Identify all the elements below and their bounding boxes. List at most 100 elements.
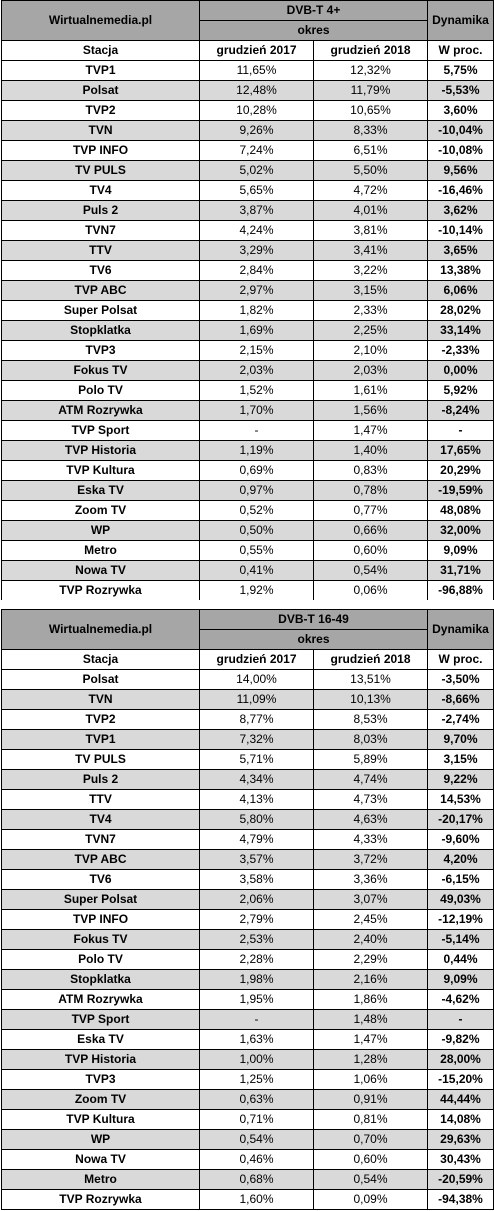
change-pct-cell: - bbox=[427, 420, 494, 441]
value-2017-cell: 0,55% bbox=[199, 540, 314, 561]
table-row: Stopklatka 1,98% 2,16% 9,09% bbox=[1, 969, 494, 990]
change-pct-cell: -96,88% bbox=[427, 580, 494, 601]
change-label: Dynamika bbox=[427, 609, 494, 650]
change-pct-cell: -2,33% bbox=[427, 340, 494, 361]
header-row-group: Wirtualnemedia.pl DVB-T 16-49 Dynamika bbox=[1, 609, 494, 650]
table-row: TVP Historia 1,19% 1,40% 17,65% bbox=[1, 440, 494, 461]
station-cell: TVP Sport bbox=[1, 420, 200, 441]
value-2018-cell: 12,32% bbox=[313, 60, 428, 81]
table-row: TTV 4,13% 4,73% 14,53% bbox=[1, 789, 494, 810]
station-cell: TVP1 bbox=[1, 729, 200, 750]
value-2017-cell: 2,03% bbox=[199, 360, 314, 381]
change-pct-cell: -20,59% bbox=[427, 1169, 494, 1190]
column-header-pct: W proc. bbox=[427, 649, 494, 670]
column-header-2017: grudzień 2017 bbox=[199, 649, 314, 670]
value-2018-cell: 8,53% bbox=[313, 709, 428, 730]
change-pct-cell: -8,24% bbox=[427, 400, 494, 421]
table-dvbt-4plus: Wirtualnemedia.pl DVB-T 4+ Dynamika okre… bbox=[1, 0, 494, 601]
station-cell: TVP1 bbox=[1, 60, 200, 81]
change-pct-cell: -8,66% bbox=[427, 689, 494, 710]
value-2017-cell: 0,50% bbox=[199, 520, 314, 541]
value-2017-cell: 0,69% bbox=[199, 460, 314, 481]
station-cell: TVP Historia bbox=[1, 1049, 200, 1070]
value-2018-cell: 1,47% bbox=[313, 420, 428, 441]
change-pct-cell: -20,17% bbox=[427, 809, 494, 830]
value-2017-cell: 3,87% bbox=[199, 200, 314, 221]
value-2018-cell: 1,86% bbox=[313, 989, 428, 1010]
table-row: Nowa TV 0,41% 0,54% 31,71% bbox=[1, 560, 494, 581]
value-2018-cell: 3,36% bbox=[313, 869, 428, 890]
change-pct-cell: -10,08% bbox=[427, 140, 494, 161]
table-row: TVN 11,09% 10,13% -8,66% bbox=[1, 689, 494, 710]
value-2017-cell: 2,06% bbox=[199, 889, 314, 910]
table-row: Eska TV 1,63% 1,47% -9,82% bbox=[1, 1029, 494, 1050]
change-pct-cell: 0,44% bbox=[427, 949, 494, 970]
change-pct-cell: 5,92% bbox=[427, 380, 494, 401]
station-cell: TV6 bbox=[1, 260, 200, 281]
table-row: TVP Kultura 0,69% 0,83% 20,29% bbox=[1, 460, 494, 481]
value-2017-cell: 12,48% bbox=[199, 80, 314, 101]
value-2017-cell: 1,92% bbox=[199, 580, 314, 601]
change-pct-cell: 9,22% bbox=[427, 769, 494, 790]
station-cell: TVP INFO bbox=[1, 140, 200, 161]
value-2017-cell: 2,97% bbox=[199, 280, 314, 301]
table-row: Metro 0,68% 0,54% -20,59% bbox=[1, 1169, 494, 1190]
station-cell: TVP Sport bbox=[1, 1009, 200, 1030]
change-pct-cell: -4,62% bbox=[427, 989, 494, 1010]
value-2017-cell: 2,79% bbox=[199, 909, 314, 930]
table-row: TV PULS 5,02% 5,50% 9,56% bbox=[1, 160, 494, 181]
value-2017-cell: 10,28% bbox=[199, 100, 314, 121]
value-2018-cell: 3,07% bbox=[313, 889, 428, 910]
change-pct-cell: -9,60% bbox=[427, 829, 494, 850]
value-2018-cell: 4,74% bbox=[313, 769, 428, 790]
station-cell: Metro bbox=[1, 540, 200, 561]
value-2018-cell: 0,78% bbox=[313, 480, 428, 501]
value-2017-cell: 0,71% bbox=[199, 1109, 314, 1130]
change-pct-cell: 0,00% bbox=[427, 360, 494, 381]
value-2018-cell: 0,09% bbox=[313, 1189, 428, 1210]
value-2018-cell: 0,60% bbox=[313, 1149, 428, 1170]
station-cell: TVP2 bbox=[1, 100, 200, 121]
station-cell: TVP INFO bbox=[1, 909, 200, 930]
table-row: Zoom TV 0,52% 0,77% 48,08% bbox=[1, 500, 494, 521]
value-2017-cell: 1,52% bbox=[199, 380, 314, 401]
value-2018-cell: 1,48% bbox=[313, 1009, 428, 1030]
value-2017-cell: 3,58% bbox=[199, 869, 314, 890]
change-pct-cell: 17,65% bbox=[427, 440, 494, 461]
change-pct-cell: -15,20% bbox=[427, 1069, 494, 1090]
change-pct-cell: -12,19% bbox=[427, 909, 494, 930]
station-cell: TVP Kultura bbox=[1, 1109, 200, 1130]
value-2018-cell: 4,33% bbox=[313, 829, 428, 850]
value-2017-cell: 3,57% bbox=[199, 849, 314, 870]
station-cell: Stopklatka bbox=[1, 320, 200, 341]
value-2018-cell: 13,51% bbox=[313, 669, 428, 690]
value-2018-cell: 2,03% bbox=[313, 360, 428, 381]
table-row: TVP Kultura 0,71% 0,81% 14,08% bbox=[1, 1109, 494, 1130]
station-cell: TV PULS bbox=[1, 749, 200, 770]
value-2018-cell: 5,50% bbox=[313, 160, 428, 181]
value-2017-cell: 1,69% bbox=[199, 320, 314, 341]
change-pct-cell: 28,02% bbox=[427, 300, 494, 321]
table-row: Metro 0,55% 0,60% 9,09% bbox=[1, 540, 494, 561]
value-2017-cell: 14,00% bbox=[199, 669, 314, 690]
table-row: TV6 2,84% 3,22% 13,38% bbox=[1, 260, 494, 281]
column-header-2018: grudzień 2018 bbox=[313, 40, 428, 61]
station-cell: Fokus TV bbox=[1, 929, 200, 950]
change-pct-cell: - bbox=[427, 1009, 494, 1030]
change-pct-cell: -10,14% bbox=[427, 220, 494, 241]
station-cell: Puls 2 bbox=[1, 769, 200, 790]
station-cell: TVP Kultura bbox=[1, 460, 200, 481]
value-2018-cell: 10,65% bbox=[313, 100, 428, 121]
value-2018-cell: 3,41% bbox=[313, 240, 428, 261]
table-row: Eska TV 0,97% 0,78% -19,59% bbox=[1, 480, 494, 501]
column-header-station: Stacja bbox=[1, 40, 200, 61]
station-cell: TTV bbox=[1, 789, 200, 810]
change-pct-cell: -9,82% bbox=[427, 1029, 494, 1050]
table-row: TVP3 2,15% 2,10% -2,33% bbox=[1, 340, 494, 361]
station-cell: TVP Historia bbox=[1, 440, 200, 461]
table-row: Stopklatka 1,69% 2,25% 33,14% bbox=[1, 320, 494, 341]
value-2018-cell: 1,28% bbox=[313, 1049, 428, 1070]
table-row: WP 0,54% 0,70% 29,63% bbox=[1, 1129, 494, 1150]
table-row: TVP2 8,77% 8,53% -2,74% bbox=[1, 709, 494, 730]
table-row: TVP3 1,25% 1,06% -15,20% bbox=[1, 1069, 494, 1090]
